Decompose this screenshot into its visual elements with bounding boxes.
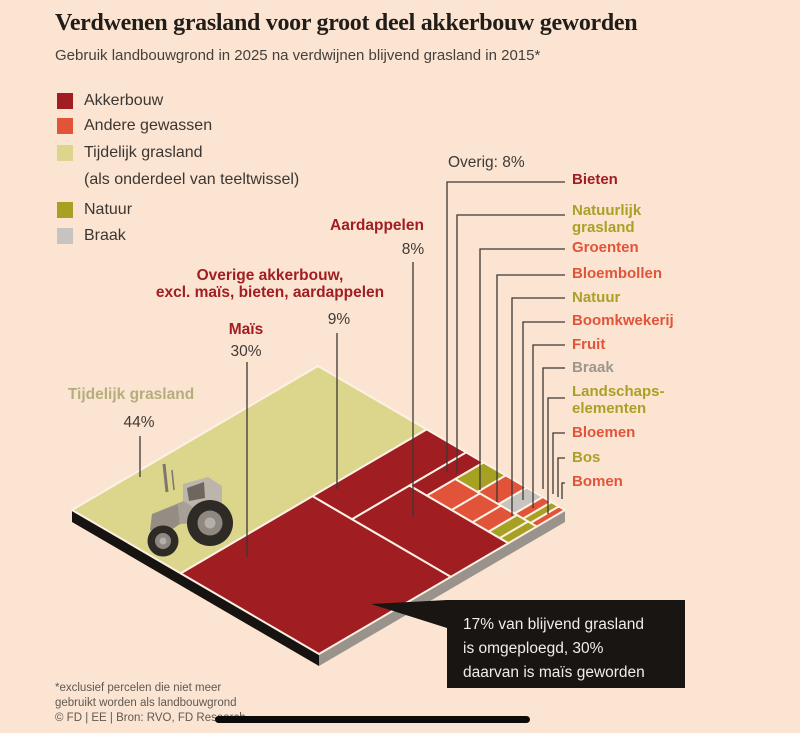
region-label-aardappelen: Aardappelen: [330, 217, 424, 234]
overig-label-natuurlijk: Natuurlijk grasland: [572, 202, 642, 236]
legend-label: Akkerbouw: [84, 92, 164, 109]
region-label-overige-akkerbouw: Overige akkerbouw, excl. maïs, bieten, a…: [155, 267, 385, 301]
legend-label: Tijdelijk grasland: [84, 144, 203, 161]
region-label-tijdelijk-grasland: Tijdelijk grasland: [67, 386, 195, 403]
callout-line-3: daarvan is maïs geworden: [463, 664, 645, 681]
legend-label: Natuur: [84, 201, 133, 218]
callout-line-1: 17% van blijvend grasland: [463, 616, 644, 633]
connector-bloemen: [552, 432, 565, 494]
cell-landschapselementen: [498, 520, 538, 545]
connector-bos: [557, 457, 565, 497]
connector-natuurlijk: [456, 214, 565, 473]
connector-boomkwekerij: [522, 321, 565, 500]
legend-swatch-grasland: [57, 145, 73, 161]
connector-landschaps: [547, 397, 565, 514]
legend-sublabel: (als onderdeel van teeltwissel): [84, 171, 300, 188]
page-title: Verdwenen grasland voor groot deel akker…: [55, 10, 638, 36]
slab-left-side: [72, 510, 319, 666]
page-subtitle: Gebruik landbouwgrond in 2025 na verdwij…: [55, 47, 541, 64]
legend-swatch-gewassen: [57, 118, 73, 134]
overig-label-bieten: Bieten: [572, 171, 618, 188]
footnote-line-2: gebruikt worden als landbouwgrond: [55, 697, 237, 709]
legend-label: Andere gewassen: [84, 117, 213, 134]
tractor-illustration: [147, 463, 233, 557]
black-progress-bar[interactable]: [215, 716, 530, 723]
overig-label-braak: Braak: [572, 359, 614, 376]
callout-pointer: [371, 600, 447, 628]
connector-bieten: [446, 181, 565, 472]
connector-natuur: [511, 297, 565, 516]
overig-label-natuur: Natuur: [572, 289, 621, 306]
source-line: © FD | EE | Bron: RVO, FD Research: [55, 712, 246, 724]
overig-label-boomkwekerij: Boomkwekerij: [572, 312, 674, 329]
region-pct-aardappelen: 8%: [401, 241, 425, 258]
overig-label-bos: Bos: [572, 449, 601, 466]
label-connector-lines: [139, 181, 565, 557]
legend-label: Braak: [84, 227, 126, 244]
region-label-ma-s: Maïs: [228, 321, 264, 338]
connector-groenten: [479, 248, 565, 490]
region-pct-overige-akkerbouw: 9%: [327, 311, 351, 328]
treemap-slab: [72, 510, 565, 666]
overig-total-label: Overig: 8%: [448, 154, 525, 171]
slab-right-side: [319, 510, 565, 666]
connector-fruit: [532, 344, 565, 508]
overig-label-groenten: Groenten: [572, 239, 639, 256]
legend-swatch-akkerbouw: [57, 93, 73, 109]
overig-label-bloemen: Bloemen: [572, 424, 636, 441]
overig-label-fruit: Fruit: [572, 336, 606, 353]
region-pct-tijdelijk-grasland: 44%: [123, 414, 155, 431]
legend-swatch-braak: [57, 228, 73, 244]
callout-line-2: is omgeploegd, 30%: [463, 640, 604, 657]
treemap-cells: [71, 365, 566, 655]
callout-box: 17% van blijvend grasland is omgeploegd,…: [447, 600, 685, 688]
overig-label-bloembollen: Bloembollen: [572, 265, 663, 282]
connector-braak: [542, 367, 565, 489]
connector-bomen: [561, 482, 565, 499]
connector-bloembollen: [496, 274, 565, 502]
footnote-line-1: *exclusief percelen die niet meer: [55, 682, 222, 694]
overig-label-bomen: Bomen: [572, 473, 623, 490]
region-pct-ma-s: 30%: [230, 343, 262, 360]
overig-label-landschaps: Landschaps- elementen: [572, 383, 665, 417]
legend-swatch-natuur: [57, 202, 73, 218]
